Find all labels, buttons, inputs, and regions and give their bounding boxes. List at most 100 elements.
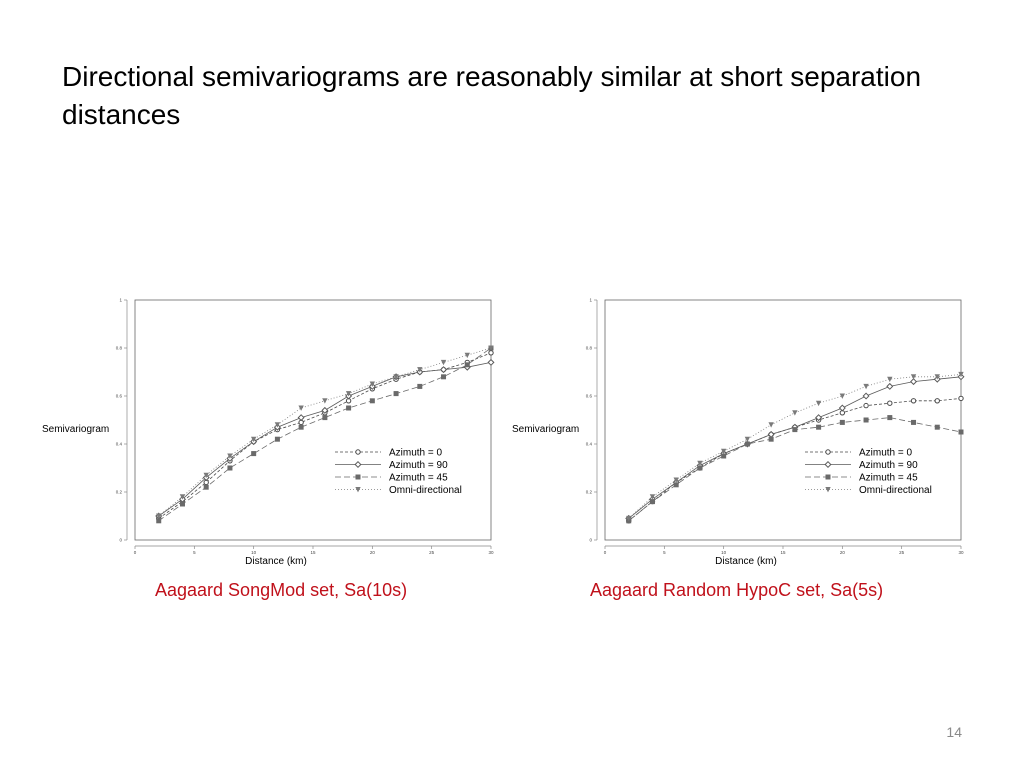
semivariogram-chart-random-hypoc: 0 0.2 0.4 0.6 0.8 1 0 5 10 15 20 25 30 Distance (km) S… [500, 290, 980, 570]
data-point [322, 415, 328, 421]
legend-label: Omni-directional [859, 485, 932, 496]
chart-caption-right: Aagaard Random HypoC set, Sa(5s) [590, 580, 884, 600]
data-point [488, 345, 494, 351]
data-point [887, 376, 893, 383]
data-point [649, 499, 655, 505]
data-point [369, 398, 375, 404]
data-point [626, 515, 632, 522]
x-tick-label: 30 [488, 550, 494, 555]
data-point [179, 494, 186, 500]
x-tick-label: 0 [604, 550, 607, 555]
data-point [203, 484, 209, 490]
data-point [816, 424, 822, 430]
data-point [417, 383, 423, 389]
data-point [227, 453, 233, 459]
data-point [839, 393, 846, 399]
data-point [156, 513, 162, 519]
x-tick-label: 0 [134, 550, 137, 555]
data-point [440, 366, 448, 374]
data-point [464, 352, 470, 359]
y-axis-label: Semivariogram [512, 424, 579, 435]
data-point [649, 494, 656, 500]
data-point [886, 382, 894, 390]
y-tick-label: 0.2 [116, 490, 123, 495]
legend-label: Omni-directional [389, 485, 462, 496]
x-tick-label: 20 [370, 550, 376, 555]
data-point [744, 436, 751, 443]
data-point [910, 378, 918, 386]
series-omni-directional [626, 371, 964, 522]
x-tick-label: 10 [251, 550, 257, 555]
plot-frame [134, 299, 492, 541]
legend-label: Azimuth = 0 [859, 448, 913, 459]
data-point [768, 422, 774, 428]
data-point [863, 402, 869, 409]
data-point [393, 391, 399, 397]
legend-label: Azimuth = 45 [389, 473, 448, 484]
y-tick-label: 0.8 [586, 346, 593, 351]
data-point [958, 395, 964, 402]
x-axis-label: Distance (km) [245, 556, 307, 567]
x-tick-label: 30 [958, 550, 964, 555]
legend-marker [824, 460, 832, 469]
data-point [910, 398, 917, 404]
series-line [158, 352, 492, 519]
data-point [863, 383, 869, 390]
slide-title: Directional semivariograms are reasonabl… [62, 61, 922, 130]
data-point [744, 441, 750, 447]
data-point [697, 465, 703, 471]
x-tick-label: 25 [429, 550, 435, 555]
data-point [345, 391, 352, 397]
x-axis-label: Distance (km) [715, 556, 777, 567]
y-tick-label: 0.2 [586, 490, 593, 495]
legend-marker [825, 449, 831, 455]
y-tick-label: 0.6 [116, 394, 123, 399]
legend-label: Azimuth = 45 [859, 473, 918, 484]
data-point [815, 414, 823, 422]
y-tick-label: 0.6 [586, 394, 593, 399]
x-tick-label: 25 [899, 550, 905, 555]
data-point [934, 424, 940, 430]
data-point [720, 448, 727, 455]
data-point [697, 460, 703, 467]
y-tick-label: 0.4 [116, 442, 123, 447]
plot-frame [604, 299, 962, 541]
y-axis-label: Semivariogram [42, 424, 109, 435]
data-point [274, 422, 281, 428]
data-point [179, 501, 185, 507]
y-tick-label: 1 [589, 298, 592, 303]
data-point [464, 362, 470, 368]
page-number: 14 [946, 724, 962, 740]
data-point [721, 453, 727, 459]
data-point [297, 414, 305, 422]
series-line [158, 347, 492, 517]
data-point [250, 436, 257, 443]
data-point [911, 419, 917, 425]
data-point [417, 367, 423, 373]
data-point [887, 415, 893, 421]
x-tick-label: 15 [780, 550, 786, 555]
data-point [441, 374, 447, 380]
data-point [227, 465, 233, 471]
data-point [910, 374, 917, 380]
semivariogram-chart-songmod: 0 0.2 0.4 0.6 0.8 1 0 5 10 15 20 25 30 Distance (km) S… [30, 290, 510, 570]
y-tick-label: 0.4 [586, 442, 593, 447]
data-point [792, 410, 798, 416]
legend-label: Azimuth = 90 [859, 460, 918, 471]
data-point [863, 417, 869, 423]
data-point [862, 392, 870, 400]
x-tick-label: 10 [721, 550, 727, 555]
data-point [298, 424, 304, 430]
data-point [487, 358, 495, 366]
data-point [673, 482, 679, 488]
data-point [958, 371, 964, 378]
data-point [346, 405, 352, 411]
data-point [203, 472, 209, 479]
data-point [322, 398, 328, 404]
legend-marker [355, 449, 361, 455]
data-point [673, 477, 679, 483]
